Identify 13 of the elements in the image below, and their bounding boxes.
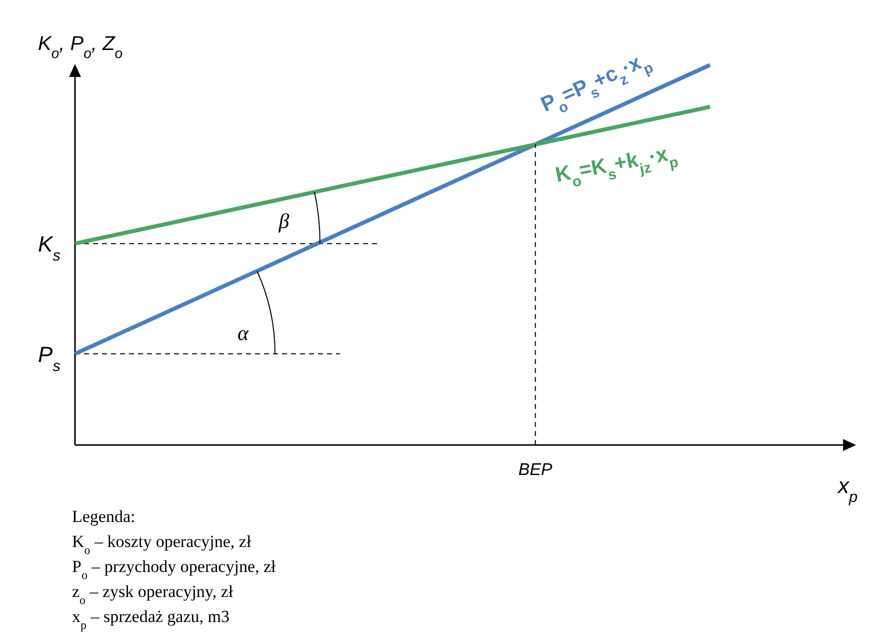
ref-line-label: P$_{s}$	[38, 342, 61, 374]
text: Legenda:	[72, 507, 136, 526]
text: BEP	[518, 460, 554, 479]
text: K$_{o}$ – koszty operacyjne, zł	[72, 532, 252, 557]
text: K$_{o}$=K$_{s}$+k$_{jz}$·x$_{p}$	[554, 142, 680, 191]
text: x$_{p}$ – sprzedaż gazu, m3	[72, 607, 230, 632]
annotation: β	[278, 209, 290, 233]
ref-line-label: K$_{s}$	[38, 232, 61, 264]
text: P$_{o}$ – przychody operacyjne, zł	[72, 557, 276, 582]
y-axis-title: K$_{o}$, P$_{o}$, Z$_{o}$	[38, 33, 123, 61]
annotation: α	[237, 321, 250, 345]
text: z$_{o}$ – zysk operacyjny, zł	[72, 582, 234, 607]
x-axis-title: x$_{p}$	[837, 473, 858, 506]
